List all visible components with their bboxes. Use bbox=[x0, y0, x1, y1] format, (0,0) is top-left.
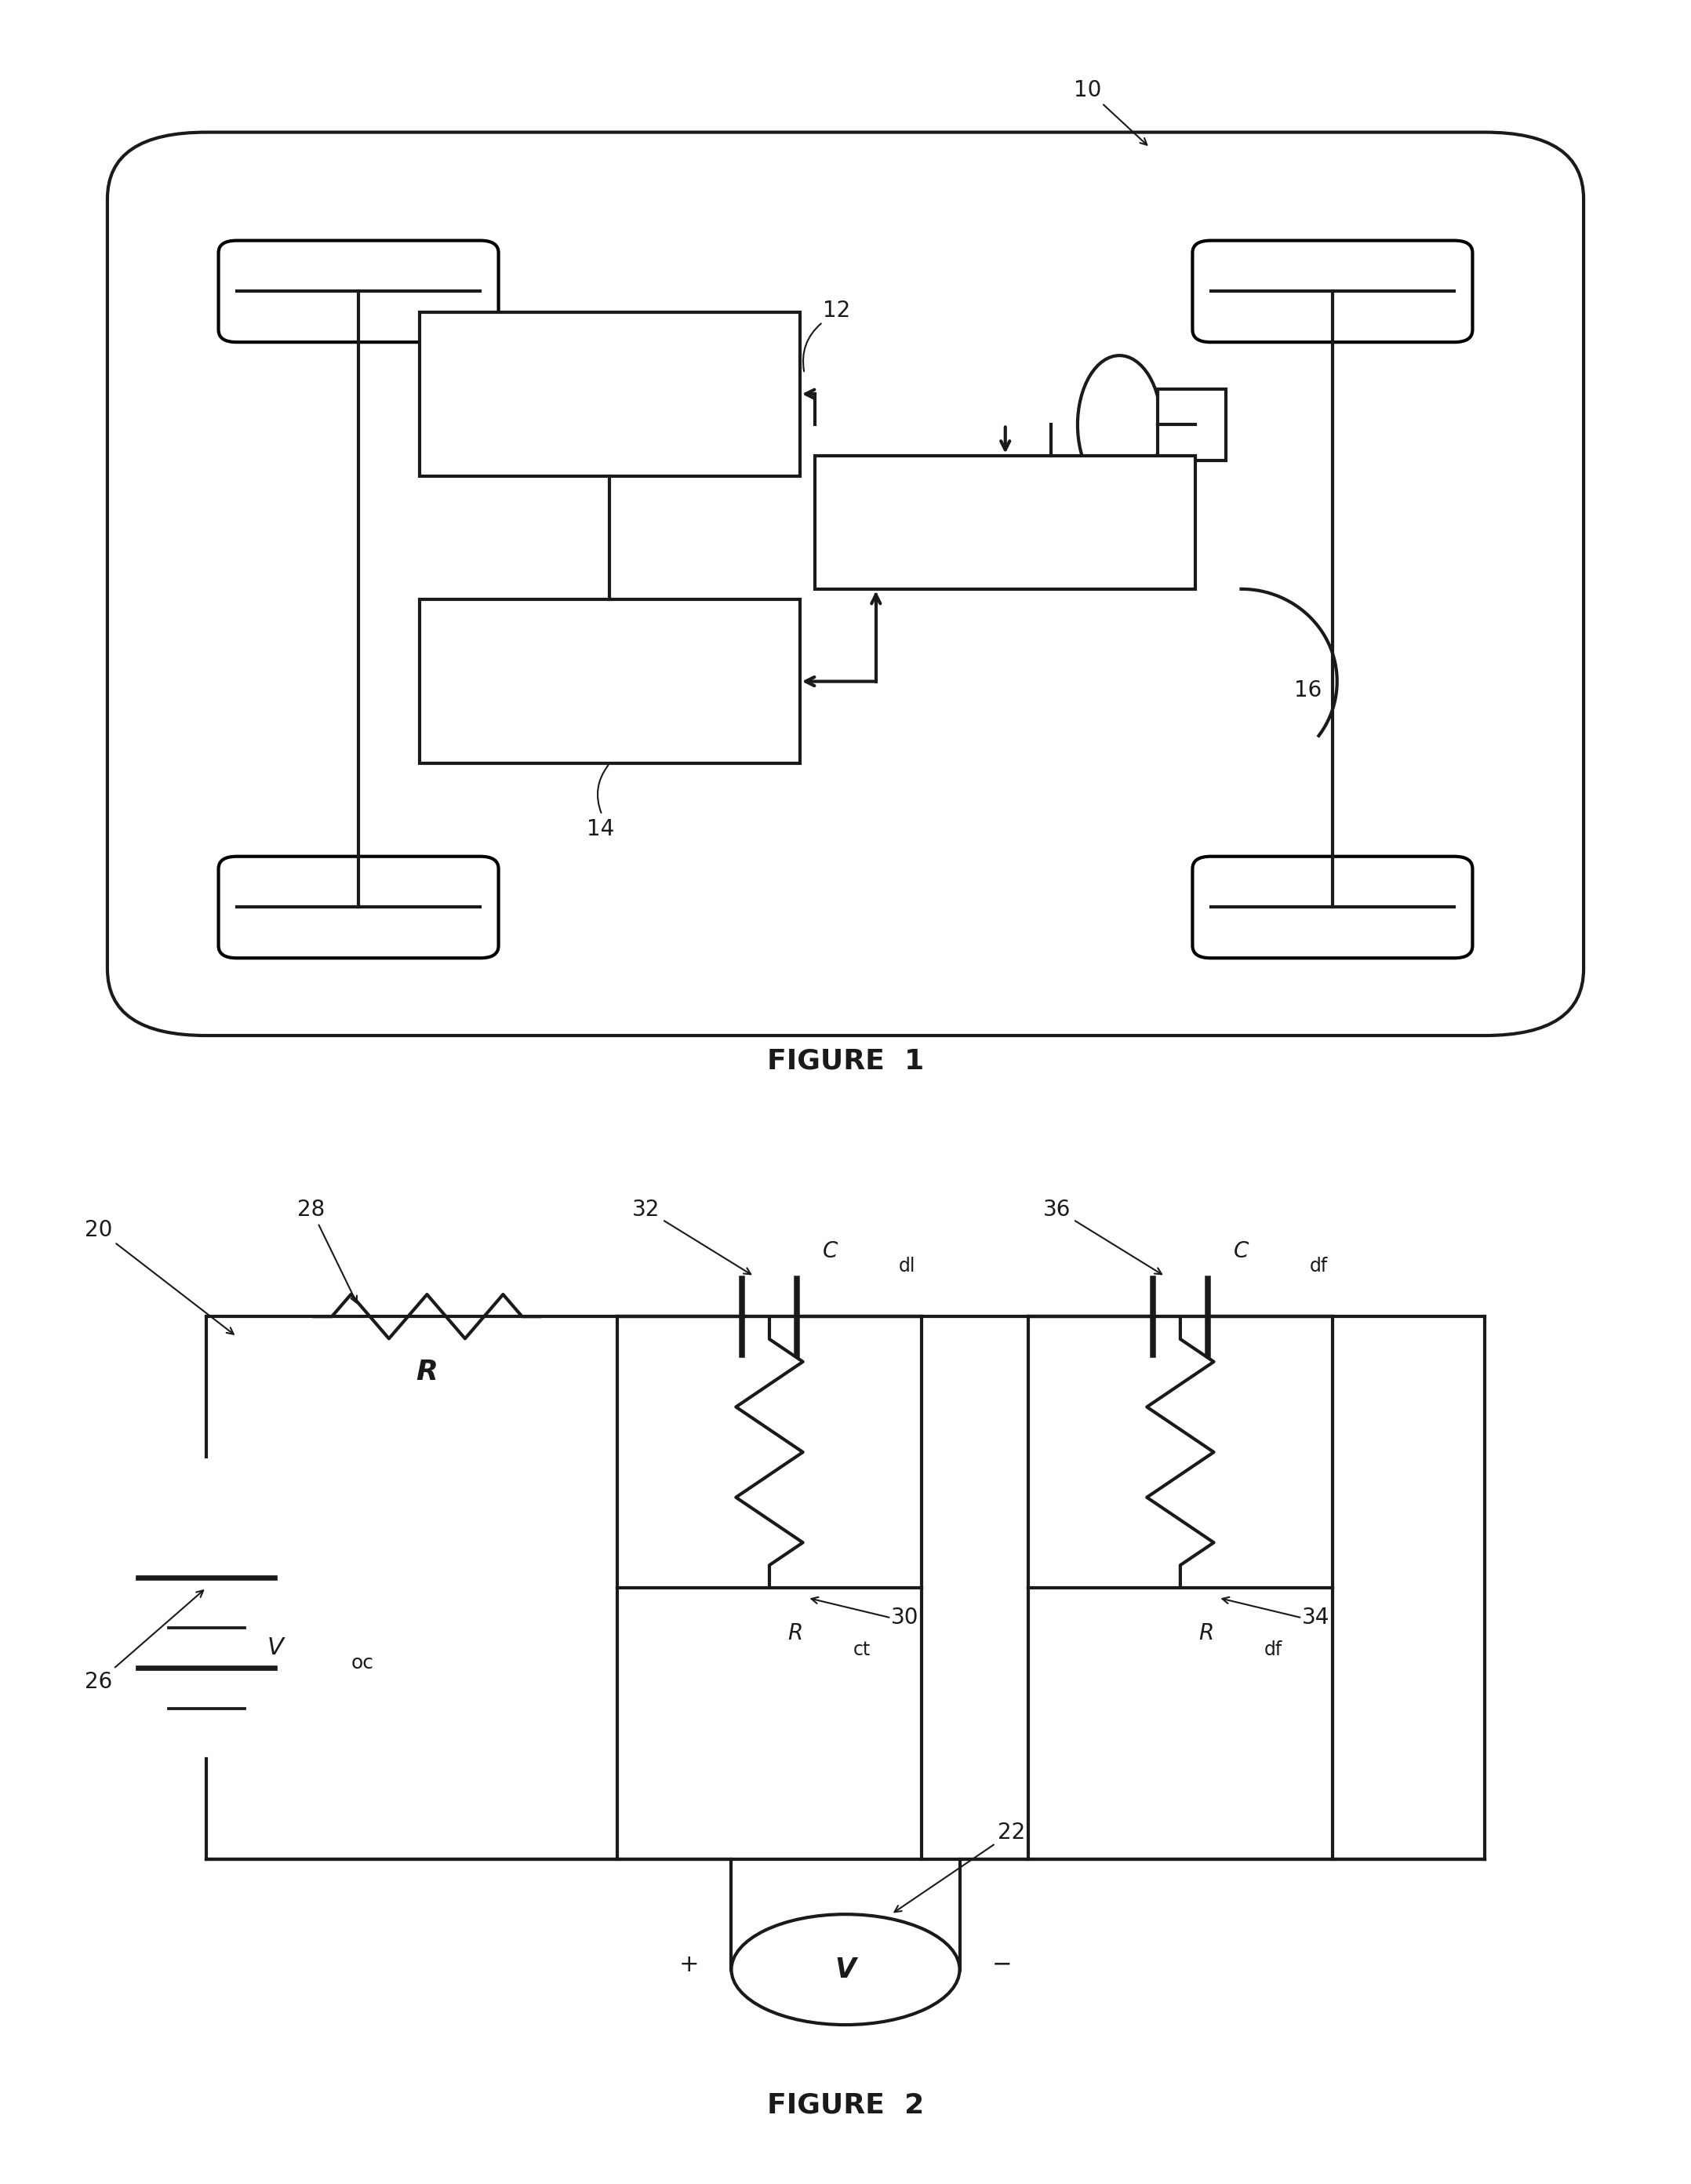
Text: R: R bbox=[416, 1358, 438, 1385]
FancyBboxPatch shape bbox=[218, 240, 499, 343]
Text: 10: 10 bbox=[1074, 79, 1146, 144]
Text: +: + bbox=[678, 1952, 698, 1977]
Text: 28: 28 bbox=[298, 1199, 357, 1304]
Text: ct: ct bbox=[854, 1640, 871, 1660]
Text: df: df bbox=[1311, 1256, 1327, 1275]
Text: oc: oc bbox=[352, 1653, 374, 1673]
Ellipse shape bbox=[1077, 356, 1162, 494]
Text: −: − bbox=[993, 1952, 1013, 1977]
Text: 14: 14 bbox=[587, 819, 614, 841]
Text: R: R bbox=[1199, 1623, 1214, 1645]
Text: 26: 26 bbox=[85, 1590, 203, 1693]
Text: FIGURE  2: FIGURE 2 bbox=[768, 2092, 923, 2118]
Text: 30: 30 bbox=[891, 1607, 918, 1629]
Text: dl: dl bbox=[900, 1256, 915, 1275]
Text: R: R bbox=[788, 1623, 803, 1645]
FancyBboxPatch shape bbox=[1192, 856, 1473, 959]
Text: df: df bbox=[1265, 1640, 1282, 1660]
FancyBboxPatch shape bbox=[1192, 240, 1473, 343]
Bar bbox=[419, 598, 800, 764]
Text: 36: 36 bbox=[1043, 1199, 1162, 1273]
Text: V: V bbox=[267, 1636, 284, 1660]
FancyBboxPatch shape bbox=[108, 133, 1584, 1035]
Bar bbox=[419, 312, 800, 476]
Ellipse shape bbox=[732, 1913, 960, 2025]
Text: C: C bbox=[1234, 1241, 1248, 1262]
Text: 20: 20 bbox=[85, 1219, 233, 1334]
FancyBboxPatch shape bbox=[218, 856, 499, 959]
Text: 16: 16 bbox=[1295, 679, 1322, 701]
Text: 32: 32 bbox=[632, 1199, 751, 1273]
Text: 34: 34 bbox=[1302, 1607, 1329, 1629]
Text: C: C bbox=[824, 1241, 837, 1262]
Bar bbox=[815, 456, 1196, 590]
Text: FIGURE  1: FIGURE 1 bbox=[768, 1048, 923, 1075]
Bar bbox=[1158, 389, 1226, 461]
Text: V: V bbox=[835, 1957, 856, 1983]
Text: 22: 22 bbox=[895, 1821, 1025, 1911]
Text: 12: 12 bbox=[824, 299, 851, 321]
